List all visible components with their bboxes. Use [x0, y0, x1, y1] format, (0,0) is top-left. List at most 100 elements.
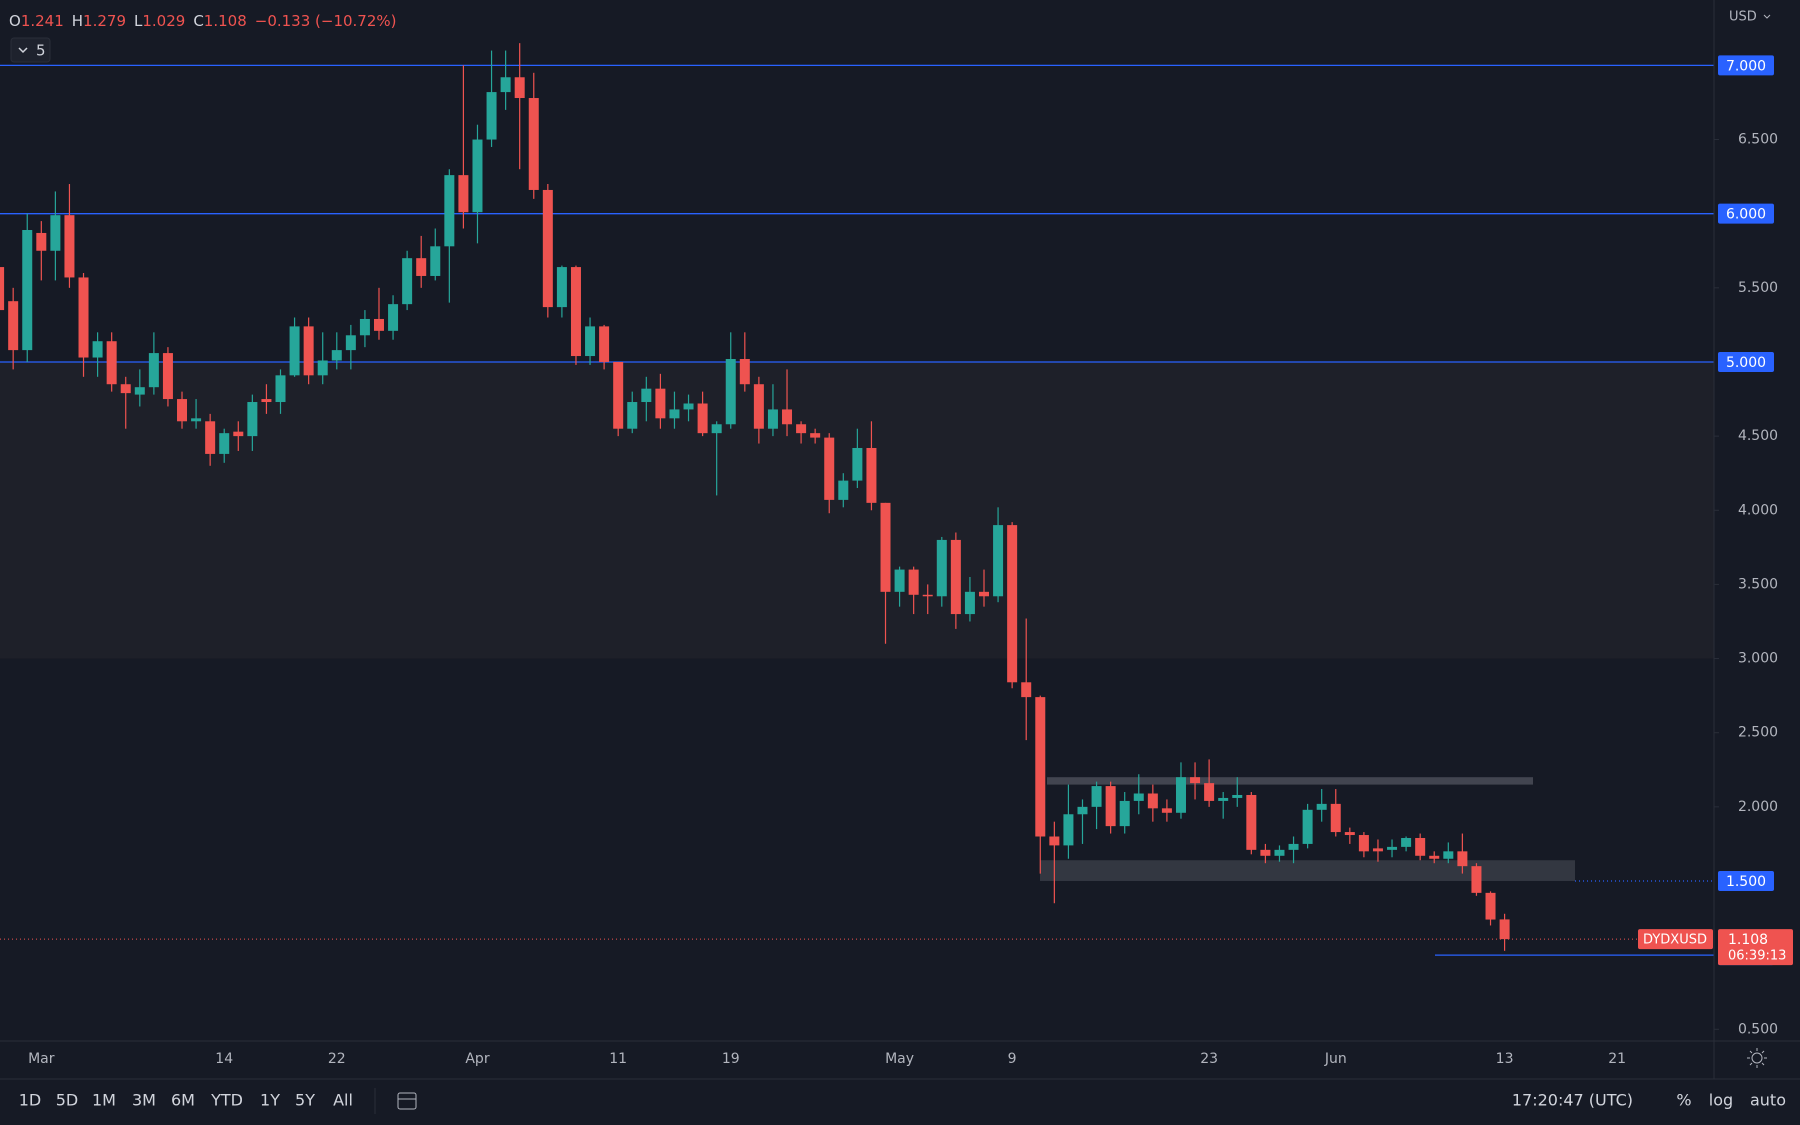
symbol-label: DYDXUSD	[1643, 933, 1707, 948]
candle-body	[570, 267, 581, 357]
level-label: 6.000	[1726, 207, 1766, 223]
currency[interactable]: USD	[1729, 10, 1757, 25]
candle-body	[1147, 793, 1158, 809]
candle-body	[1232, 794, 1243, 798]
candle-body	[1063, 814, 1074, 846]
x-tick-label: 19	[722, 1051, 740, 1067]
ohlc-value: 1.279	[83, 12, 126, 30]
candle-body	[1035, 697, 1046, 837]
y-tick-label: 4.000	[1738, 502, 1778, 518]
candle-body	[556, 267, 567, 308]
y-tick-label: 6.500	[1738, 132, 1778, 148]
candle-body	[922, 594, 933, 597]
candle-body	[1302, 809, 1313, 844]
indicator-badge[interactable]: 5	[10, 37, 51, 63]
candle-body	[1387, 846, 1398, 850]
axis-option[interactable]: %	[1676, 1091, 1691, 1110]
levels	[0, 64, 1714, 956]
candle-body	[711, 424, 722, 434]
candle-body	[500, 77, 511, 93]
candle-body	[134, 387, 145, 395]
candle-body	[852, 447, 863, 481]
candle-body	[0, 267, 5, 311]
range-button[interactable]: 5D	[56, 1091, 79, 1110]
ohlc-key: C	[193, 12, 203, 30]
zone	[0, 361, 1714, 659]
level-label-box	[1718, 351, 1774, 372]
x-tick-label: Mar	[28, 1051, 55, 1067]
candle-body	[1133, 793, 1144, 801]
candle-body	[528, 98, 539, 190]
candle-body	[866, 447, 877, 503]
x-tick-label: 14	[215, 1051, 233, 1067]
candle-body	[767, 409, 778, 429]
candle-body	[936, 539, 947, 597]
level-label-box	[1718, 870, 1774, 891]
candle-body	[1161, 808, 1172, 813]
candle-body	[1246, 794, 1257, 850]
candle-body	[1485, 892, 1496, 920]
change: −0.133 (−10.72%)	[255, 12, 397, 30]
candle-body	[416, 258, 427, 276]
candle-body	[303, 326, 314, 376]
range-button[interactable]: 1D	[19, 1091, 42, 1110]
candle-body	[1401, 837, 1412, 847]
range-button[interactable]: YTD	[210, 1091, 243, 1110]
candle-body	[1105, 786, 1116, 827]
axis-option[interactable]: auto	[1750, 1091, 1786, 1110]
countdown: 06:39:13	[1728, 949, 1786, 964]
candle-body	[359, 318, 370, 336]
level-label-box	[1718, 55, 1774, 76]
ohlc-value: 1.029	[142, 12, 185, 30]
candle-body	[514, 77, 525, 99]
candle-body	[50, 215, 61, 251]
ohlc-legend: O1.241 H1.279 L1.029 C1.108 −0.133 (−10.72%)	[9, 12, 397, 30]
candle-body	[1091, 786, 1102, 807]
candle-body	[388, 304, 399, 331]
candle-body	[486, 92, 497, 140]
candle-body	[697, 403, 708, 434]
x-tick-label: Jun	[1324, 1051, 1347, 1067]
level-label-box	[1718, 203, 1774, 224]
ohlc-key: O	[9, 12, 21, 30]
range-button[interactable]: 1M	[92, 1091, 116, 1110]
candle-body	[331, 350, 342, 361]
candle-body	[1288, 843, 1299, 850]
x-tick-label: 23	[1200, 1051, 1218, 1067]
candle-body	[261, 399, 272, 403]
candle-body	[880, 502, 891, 592]
range-button[interactable]: 6M	[171, 1091, 195, 1110]
settings-icon[interactable]	[1747, 1048, 1767, 1068]
last-price-label: 1.108	[1728, 932, 1768, 948]
ohlc-value: 1.241	[21, 12, 64, 30]
candle-body	[275, 375, 286, 403]
candle-body	[458, 175, 469, 213]
candle-body	[1007, 525, 1018, 683]
axis-option[interactable]: log	[1709, 1091, 1733, 1110]
range-button[interactable]: 3M	[132, 1091, 156, 1110]
candle-body	[92, 341, 103, 358]
y-tick-label: 5.500	[1738, 280, 1778, 296]
candle-body	[177, 399, 188, 422]
candle-body	[753, 384, 764, 429]
range-button[interactable]: All	[333, 1091, 353, 1110]
candle-body	[78, 277, 89, 358]
candle-body	[542, 189, 553, 308]
candle-body	[1499, 919, 1510, 940]
x-tick-label: 21	[1608, 1051, 1626, 1067]
range-button[interactable]: 5Y	[295, 1091, 315, 1110]
candle-body	[585, 326, 596, 357]
candle-body	[289, 326, 300, 376]
candle-body	[148, 353, 159, 388]
candle-body	[908, 569, 919, 595]
range-button[interactable]: 1Y	[260, 1091, 280, 1110]
x-tick-label: May	[885, 1051, 914, 1067]
candle-body	[1316, 803, 1327, 810]
candle-body	[1372, 848, 1383, 852]
candle-body	[317, 360, 328, 376]
candle-body	[1204, 783, 1215, 801]
calendar-icon[interactable]	[397, 1092, 417, 1110]
candle-body	[1260, 849, 1271, 856]
candle-body	[373, 318, 384, 331]
